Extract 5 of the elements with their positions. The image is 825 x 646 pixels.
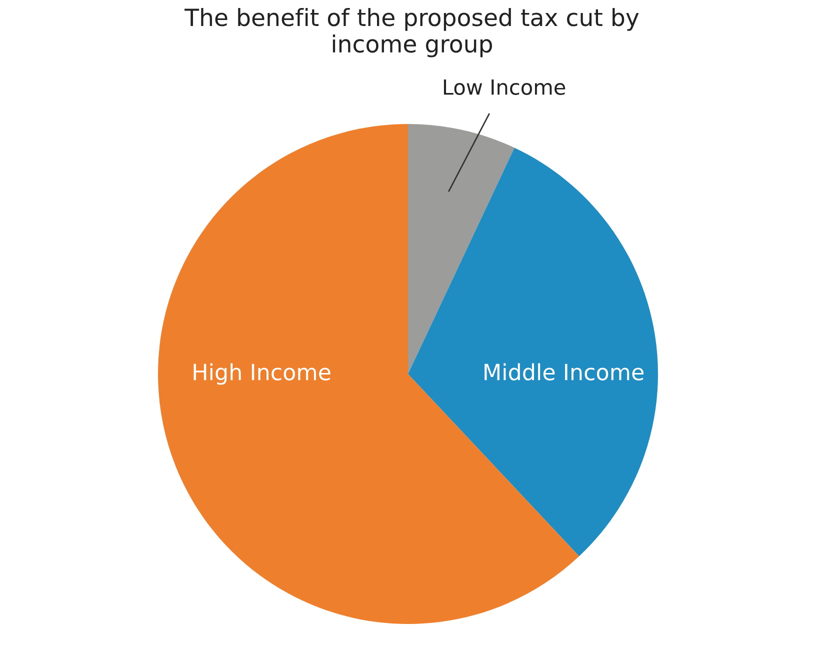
slice-label: High Income — [194, 363, 330, 385]
slice-label: Middle Income — [484, 363, 644, 380]
pie-slice — [408, 148, 658, 556]
chart-title: The benefit of the proposed tax cut by income group — [184, 8, 639, 58]
slice-label: Low Income — [444, 79, 566, 95]
